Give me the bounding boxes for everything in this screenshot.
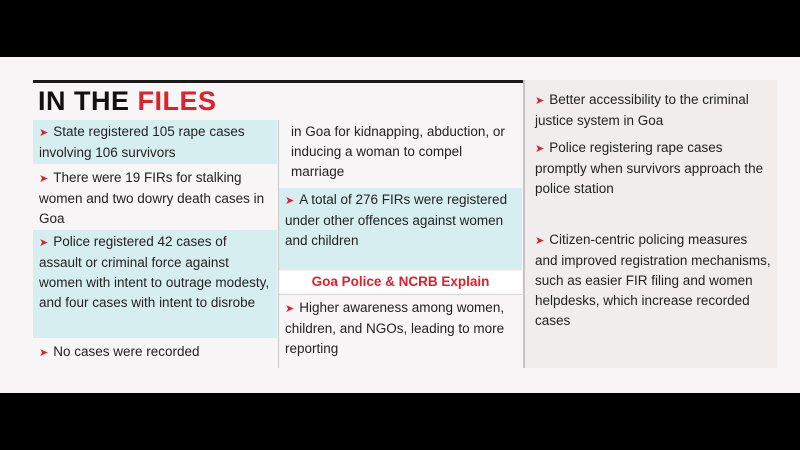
item-text: State registered 105 rape cases involvin… [39,124,245,160]
arrow-icon: ➤ [39,347,49,359]
title-part-1: IN THE [38,86,138,116]
arrow-icon: ➤ [285,303,295,315]
list-item: ➤ Citizen-centric policing measures and i… [525,230,777,360]
column-1: ➤ State registered 105 rape cases involvi… [33,120,277,368]
column-3: ➤ Better accessibility to the criminal ju… [523,80,777,368]
arrow-icon: ➤ [535,143,545,155]
panel-title: IN THE FILES [38,86,217,116]
list-item: ➤ There were 19 FIRs for stalking women a… [33,166,277,228]
arrow-icon: ➤ [39,237,49,249]
list-item: ➤ State registered 105 rape cases involvi… [33,120,277,164]
item-text: Police registered 42 cases of assault or… [39,234,270,310]
item-text: Citizen-centric policing measures and im… [535,232,771,328]
divider [279,294,522,295]
item-text: No cases were recorded [53,344,200,359]
list-item: ➤ Better accessibility to the criminal ju… [525,90,777,134]
in-the-files-panel: IN THE FILES ➤ State registered 105 rape … [33,80,777,368]
list-item: ➤ No cases were recorded [33,340,277,366]
arrow-icon: ➤ [39,127,49,139]
list-item-continued: in Goa for kidnapping, abduction, or ind… [279,120,522,186]
arrow-icon: ➤ [39,173,49,185]
item-text: Police registering rape cases promptly w… [535,140,764,196]
arrow-icon: ➤ [535,95,545,107]
column-2: in Goa for kidnapping, abduction, or ind… [278,120,522,368]
list-item: ➤ Higher awareness among women, children,… [279,296,522,366]
item-text: A total of 276 FIRs were registered unde… [285,192,508,248]
item-text: There were 19 FIRs for stalking women an… [39,170,265,226]
list-item: ➤ A total of 276 FIRs were registered und… [279,188,522,270]
item-text: Better accessibility to the criminal jus… [535,92,749,128]
arrow-icon: ➤ [285,195,295,207]
list-item: ➤ Police registering rape cases promptly … [525,138,777,222]
top-rule [33,80,775,83]
list-item: ➤ Police registered 42 cases of assault o… [33,230,277,338]
title-part-2: FILES [137,86,217,116]
item-text: in Goa for kidnapping, abduction, or ind… [291,124,505,179]
section-subheading: Goa Police & NCRB Explain [279,271,522,293]
infographic-frame: IN THE FILES ➤ State registered 105 rape … [0,57,800,393]
arrow-icon: ➤ [535,235,545,247]
item-text: Higher awareness among women, children, … [285,300,505,356]
